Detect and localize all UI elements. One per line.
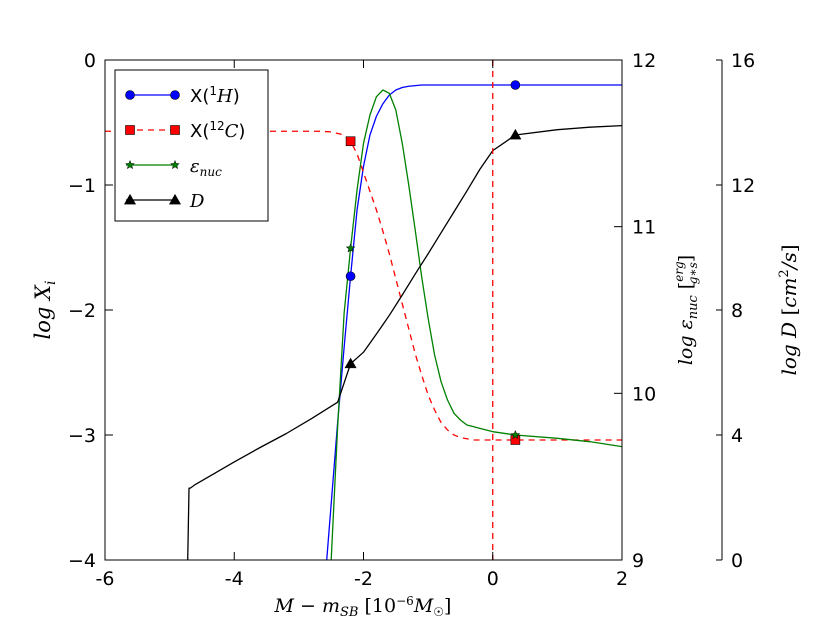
left-y-axis-label: log Xi [31,281,59,340]
data-point-epsilon-nuc-1 [345,243,356,253]
left-y-axis: −4 −3 −2 −1 0 [68,50,113,572]
epsilon-y-axis: 9 10 11 12 [614,50,656,572]
legend: X(1H) X(12C) εnuc D [114,69,269,222]
data-point-carbon-1 [345,136,356,147]
x-tick-label: 2 [616,568,628,590]
diffusion-y-tick-label: 8 [731,300,743,322]
legend-marker-right [170,159,180,170]
series-line-epsilon-nuc [330,89,622,560]
legend-label: X(1H) [190,84,240,107]
x-axis: -6 -4 -2 0 2 [96,60,628,590]
epsilon-y-tick-label: 10 [632,383,656,405]
diffusion-y-tick-label: 12 [731,175,755,197]
series-markers [344,80,522,445]
x-tick-label: -6 [96,568,115,590]
left-y-tick-label: −2 [68,300,96,322]
x-tick-label: -4 [225,568,244,590]
diffusion-y-axis: 0 4 8 12 16 [716,50,755,572]
series-line-diffusion [187,124,622,560]
data-point-diffusion-1 [344,357,357,369]
data-point-hydrogen-1 [345,271,356,282]
left-y-tick-label: −4 [68,550,96,572]
legend-entry-diffusion: D [123,191,205,212]
legend-marker-left [125,90,135,100]
x-tick-label: -2 [354,568,373,590]
series-line-hydrogen [326,84,622,560]
x-tick-label: 0 [487,568,499,590]
legend-marker-right [170,90,180,100]
epsilon-y-axis-label: log εnuc [ergg∗s] [672,255,701,365]
legend-label: X(12C) [190,119,245,142]
legend-entry-carbon: X(12C) [125,119,245,142]
diffusion-y-tick-label: 0 [731,550,743,572]
legend-entry-epsilon-nuc: εnuc [125,156,222,179]
legend-marker-left [125,125,135,135]
legend-marker-right [170,125,180,135]
left-y-tick-label: −1 [68,175,96,197]
data-point-diffusion-2 [509,128,522,140]
x-axis-label: M − mSB [10−6M☉] [274,594,452,620]
legend-entry-hydrogen: X(1H) [125,84,240,107]
data-point-epsilon-nuc-2 [510,429,521,440]
epsilon-y-tick-label: 12 [632,50,656,72]
legend-marker-left [125,159,135,170]
legend-marker-left [123,193,137,205]
left-y-tick-label: −3 [68,425,96,447]
legend-label: εnuc [190,156,222,179]
legend-label: D [189,191,205,212]
diffusion-y-axis-label: log D [cm2/s] [777,244,801,375]
epsilon-y-tick-label: 9 [632,550,644,572]
legend-marker-right [168,193,182,205]
left-y-tick-label: 0 [84,50,96,72]
diffusion-y-tick-label: 4 [731,425,743,447]
diffusion-y-tick-label: 16 [731,50,755,72]
epsilon-y-tick-label: 11 [632,217,656,239]
data-point-hydrogen-2 [510,80,521,90]
